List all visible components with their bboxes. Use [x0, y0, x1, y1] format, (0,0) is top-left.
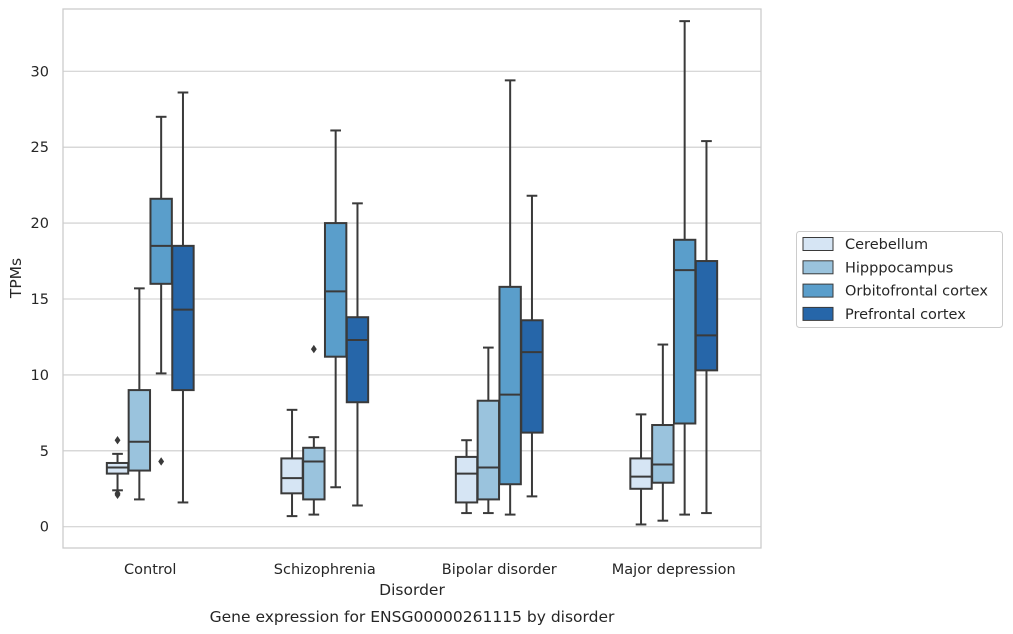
box-group — [629, 413, 653, 526]
legend-swatch — [802, 260, 834, 275]
y-tick-label: 20 — [31, 216, 49, 232]
box — [629, 457, 653, 490]
y-tick-label: 25 — [31, 140, 49, 156]
legend-label: Prefrontal cortex — [845, 307, 966, 323]
legend-label: Cerebellum — [845, 237, 928, 253]
y-axis-label: TPMs — [7, 258, 25, 299]
box-group — [323, 129, 348, 489]
box — [127, 389, 152, 472]
outlier-point — [310, 344, 317, 354]
y-tick-label: 10 — [31, 368, 49, 384]
box-group — [694, 140, 719, 515]
box — [345, 316, 370, 404]
y-axis-ticks: 0 5 10 15 20 25 30 — [31, 64, 49, 535]
series-group — [149, 20, 697, 516]
box-group — [105, 436, 130, 500]
box — [171, 244, 195, 392]
box — [476, 399, 501, 501]
legend-label: Orbitofrontal cortex — [845, 284, 988, 300]
plot-frame — [62, 8, 762, 549]
box-group — [476, 346, 501, 515]
box — [498, 285, 522, 486]
box-group — [672, 20, 697, 516]
x-tick-label: Schizophrenia — [274, 562, 376, 578]
box — [520, 319, 544, 434]
box-group — [651, 343, 675, 522]
box-group — [149, 115, 173, 466]
x-tick-label: Bipolar disorder — [442, 562, 557, 578]
box — [323, 222, 348, 358]
series-group — [127, 287, 675, 522]
legend-frame — [796, 231, 1003, 328]
box-group — [345, 202, 370, 507]
outlier-point — [158, 457, 165, 466]
legend-swatch — [802, 306, 834, 321]
box — [651, 424, 675, 484]
outlier-point — [114, 489, 121, 498]
legend-label: Hipppocampus — [845, 260, 953, 276]
chart-title: Gene expression for ENSG00000261115 by d… — [210, 608, 615, 626]
x-axis-ticks: Control Schizophrenia Bipolar disorder Majo… — [124, 562, 736, 578]
x-axis-label: Disorder — [379, 581, 445, 599]
box-group — [498, 79, 522, 516]
box — [280, 457, 304, 495]
y-tick-label: 30 — [31, 64, 49, 80]
outlier-point — [114, 436, 121, 445]
y-tick-label: 5 — [40, 444, 49, 460]
box — [672, 238, 697, 425]
y-tick-label: 15 — [31, 292, 49, 308]
x-tick-label: Control — [124, 562, 176, 578]
legend: Cerebellum Hipppocampus Orbitofrontal cort… — [796, 231, 1003, 328]
box — [694, 260, 719, 372]
box-group — [520, 194, 544, 498]
box-group — [302, 344, 326, 516]
box-series-layer — [105, 20, 719, 526]
y-tick-label: 0 — [40, 520, 49, 536]
box-group — [171, 91, 195, 504]
box — [302, 446, 326, 501]
box — [454, 455, 479, 504]
legend-swatch — [802, 283, 834, 298]
series-group — [105, 408, 653, 526]
x-tick-label: Major depression — [612, 562, 736, 578]
series-group — [171, 91, 719, 515]
box-group — [127, 287, 152, 501]
legend-swatch — [802, 237, 834, 251]
box — [149, 197, 173, 285]
box-group — [280, 408, 304, 518]
